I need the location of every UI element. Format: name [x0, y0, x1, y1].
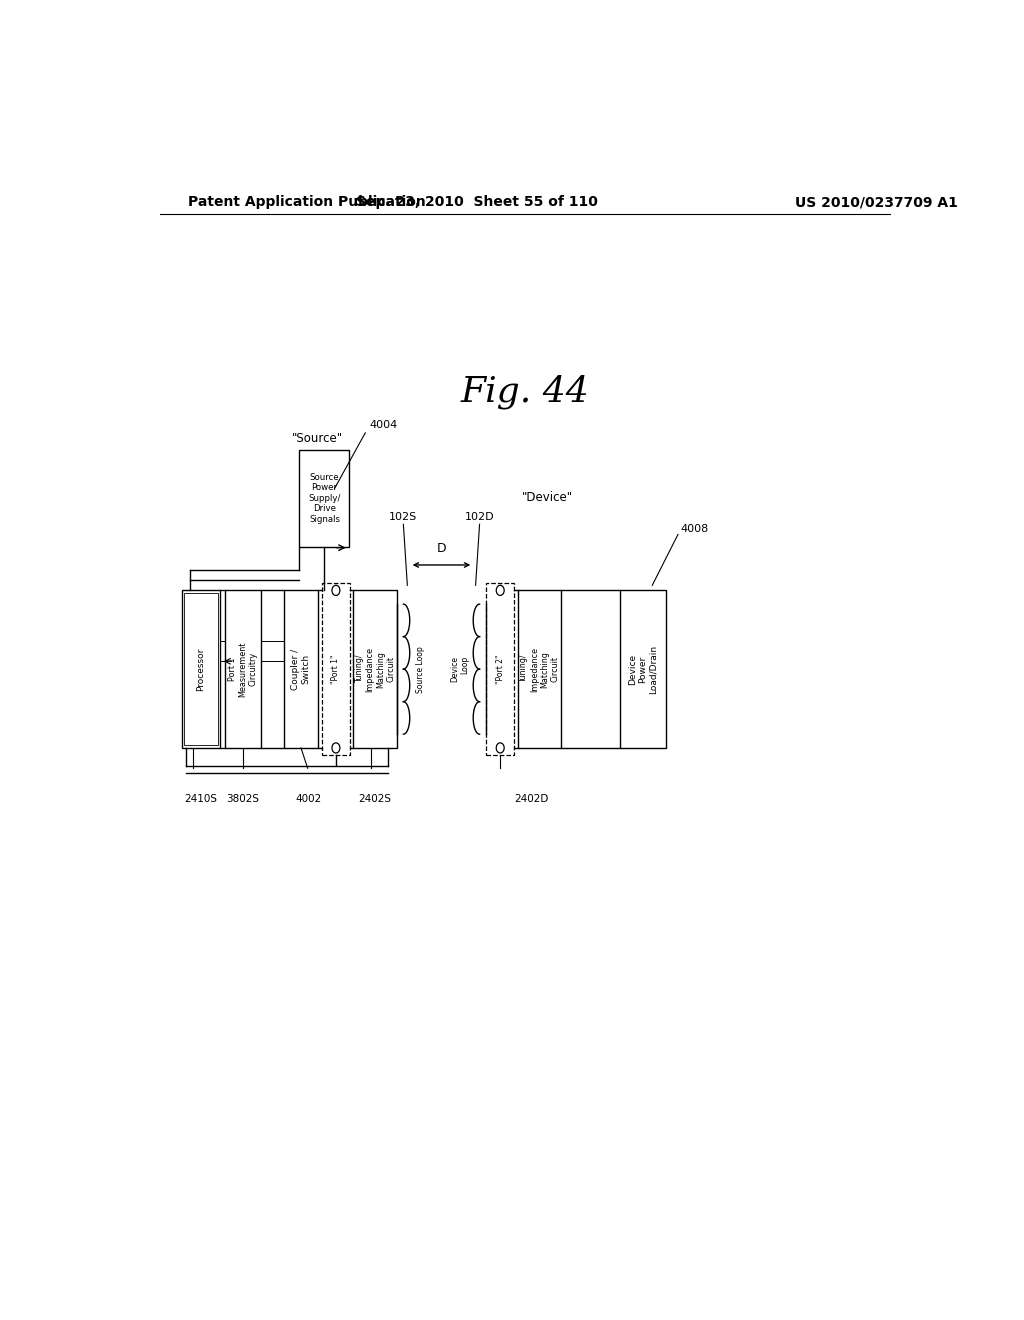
Bar: [225, 590, 261, 748]
Text: Device
Loop: Device Loop: [450, 656, 469, 682]
Bar: [486, 583, 514, 755]
Text: Tuning/
Impedance
Matching
Circuit: Tuning/ Impedance Matching Circuit: [355, 647, 395, 692]
Text: "Source": "Source": [292, 432, 343, 445]
Text: 2402S: 2402S: [358, 793, 392, 804]
Text: Source
Power
Supply/
Drive
Signals: Source Power Supply/ Drive Signals: [308, 473, 341, 524]
Bar: [184, 594, 218, 744]
Text: Port 1
Measurement
Circuitry: Port 1 Measurement Circuitry: [228, 642, 258, 697]
Bar: [285, 590, 317, 748]
Circle shape: [497, 743, 504, 752]
Text: Sep. 23, 2010  Sheet 55 of 110: Sep. 23, 2010 Sheet 55 of 110: [356, 195, 598, 209]
Text: 102D: 102D: [465, 512, 495, 523]
Text: Tuning/
Impedance
Matching
Circuit: Tuning/ Impedance Matching Circuit: [519, 647, 559, 692]
Text: 102S: 102S: [389, 512, 418, 523]
Text: 4002: 4002: [296, 793, 323, 804]
Text: "Port 1": "Port 1": [332, 655, 340, 684]
Text: Source Loop: Source Loop: [416, 645, 425, 693]
Text: Patent Application Publication: Patent Application Publication: [187, 195, 425, 209]
Bar: [620, 590, 666, 748]
Bar: [182, 590, 220, 748]
Circle shape: [497, 585, 504, 595]
Text: 4008: 4008: [680, 524, 709, 535]
Text: Device
Power
Load/Drain: Device Power Load/Drain: [628, 644, 658, 694]
Text: 2410S: 2410S: [184, 793, 217, 804]
Text: "Port 2": "Port 2": [496, 655, 505, 684]
Circle shape: [332, 585, 340, 595]
Text: Coupler /
Switch: Coupler / Switch: [291, 648, 310, 690]
Bar: [353, 590, 397, 748]
Text: Fig. 44: Fig. 44: [461, 375, 589, 409]
Text: 4004: 4004: [370, 420, 397, 430]
Text: 2402D: 2402D: [514, 793, 549, 804]
Text: "Device": "Device": [521, 491, 572, 504]
Text: Processor: Processor: [197, 647, 206, 690]
Bar: [299, 450, 349, 546]
Bar: [518, 590, 561, 748]
Text: 3802S: 3802S: [226, 793, 259, 804]
Text: US 2010/0237709 A1: US 2010/0237709 A1: [795, 195, 957, 209]
Circle shape: [332, 743, 340, 752]
Bar: [322, 583, 350, 755]
Text: D: D: [436, 541, 446, 554]
